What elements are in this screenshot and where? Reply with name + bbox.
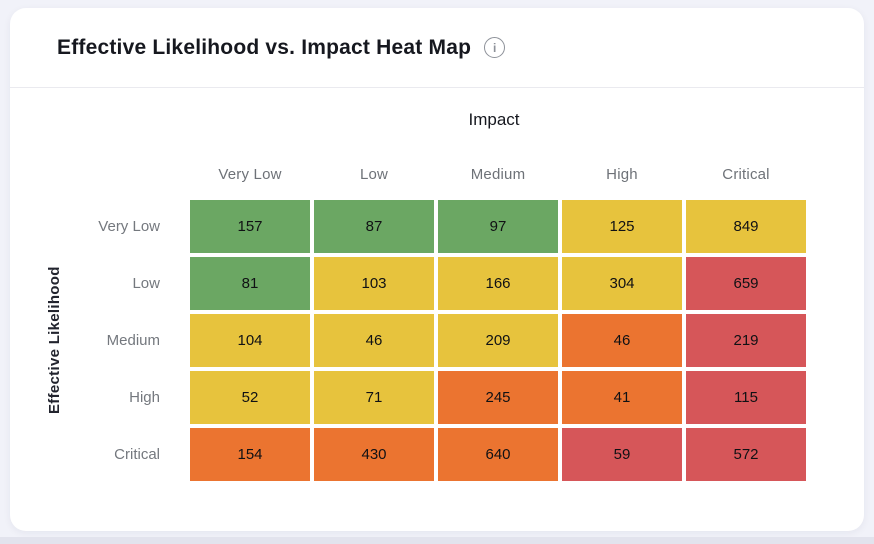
heatmap-cell[interactable]: 849 xyxy=(686,200,806,253)
heatmap-cell[interactable]: 659 xyxy=(686,257,806,310)
heatmap-cell[interactable]: 81 xyxy=(190,257,310,310)
page-title: Effective Likelihood vs. Impact Heat Map xyxy=(57,35,472,59)
heatmap-cell[interactable]: 640 xyxy=(438,428,558,481)
heatmap-cell[interactable]: 97 xyxy=(438,200,558,253)
heatmap-grid: Very Low Low Medium High Critical Very Low 157… xyxy=(18,152,864,481)
heatmap-cell[interactable]: 71 xyxy=(314,371,434,424)
heatmap-cell[interactable]: 572 xyxy=(686,428,806,481)
heatmap-cell[interactable]: 219 xyxy=(686,314,806,367)
column-header: Low xyxy=(359,165,389,183)
heatmap-cell[interactable]: 87 xyxy=(314,200,434,253)
heatmap-cell[interactable]: 52 xyxy=(190,371,310,424)
card-header: Effective Likelihood vs. Impact Heat Map… xyxy=(10,8,864,88)
row-label: Very Low xyxy=(98,218,160,235)
bottom-band xyxy=(0,537,874,544)
row-label: Low xyxy=(132,275,160,292)
heatmap-body: Impact Effective Likelihood Very Low Low M… xyxy=(10,88,864,481)
heatmap-cell[interactable]: 157 xyxy=(190,200,310,253)
row-label: Critical xyxy=(114,446,160,463)
heatmap-cell[interactable]: 245 xyxy=(438,371,558,424)
row-label: High xyxy=(129,389,160,406)
row-label: Medium xyxy=(106,332,160,349)
heatmap-card: Effective Likelihood vs. Impact Heat Map… xyxy=(10,8,864,531)
column-header: High xyxy=(606,165,638,183)
heatmap-cell[interactable]: 41 xyxy=(562,371,682,424)
heatmap-cell[interactable]: 103 xyxy=(314,257,434,310)
heatmap-cell[interactable]: 125 xyxy=(562,200,682,253)
heatmap-cell[interactable]: 209 xyxy=(438,314,558,367)
heatmap-cell[interactable]: 166 xyxy=(438,257,558,310)
heatmap-cell[interactable]: 46 xyxy=(314,314,434,367)
column-header: Very Low xyxy=(218,165,282,183)
info-icon[interactable]: i xyxy=(484,37,506,58)
heatmap-cell[interactable]: 59 xyxy=(562,428,682,481)
column-header: Critical xyxy=(722,165,770,183)
y-axis-title: Effective Likelihood xyxy=(46,266,63,415)
column-header: Medium xyxy=(470,165,526,183)
x-axis-title: Impact xyxy=(468,110,520,129)
heatmap-cell[interactable]: 430 xyxy=(314,428,434,481)
heatmap-cell[interactable]: 304 xyxy=(562,257,682,310)
grid-corner xyxy=(18,152,186,196)
heatmap-cell[interactable]: 154 xyxy=(190,428,310,481)
heatmap-cell[interactable]: 46 xyxy=(562,314,682,367)
heatmap-cell[interactable]: 104 xyxy=(190,314,310,367)
heatmap-cell[interactable]: 115 xyxy=(686,371,806,424)
